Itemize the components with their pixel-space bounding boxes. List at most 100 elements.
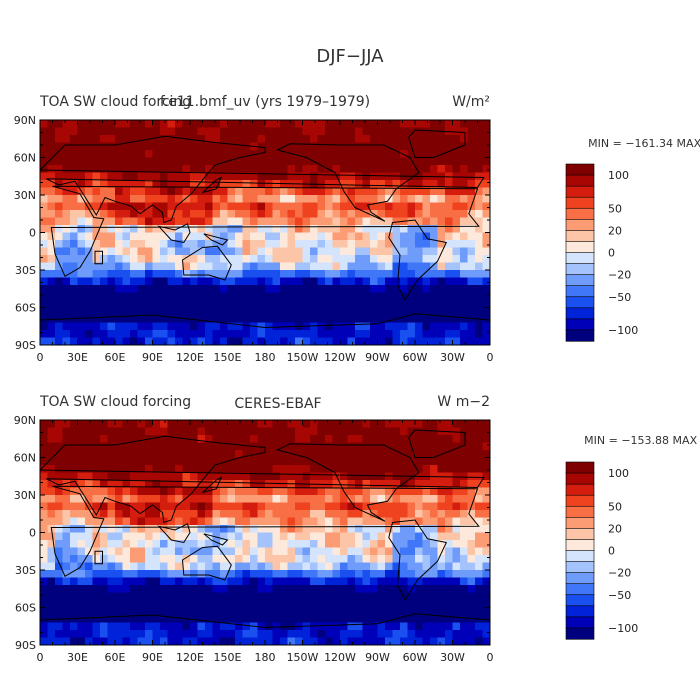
heatmap-cell [47, 165, 56, 173]
heatmap-cell [190, 547, 198, 556]
heatmap-cell [212, 555, 221, 563]
heatmap-cell [452, 495, 461, 503]
heatmap-cell [347, 487, 356, 496]
heatmap-cell [460, 532, 468, 541]
heatmap-cell [385, 150, 393, 158]
heatmap-cell [475, 442, 483, 451]
heatmap-cell [377, 195, 386, 203]
heatmap-cell [437, 307, 446, 316]
heatmap-cell [257, 622, 266, 631]
heatmap-cell [220, 150, 228, 158]
heatmap-cell [197, 307, 206, 316]
heatmap-cell [460, 202, 468, 211]
heatmap-cell [137, 247, 146, 256]
heatmap-cell [92, 165, 101, 173]
heatmap-cell [437, 330, 446, 338]
heatmap-cell [77, 472, 86, 481]
heatmap-cell [152, 592, 161, 601]
heatmap-cell [115, 495, 123, 503]
heatmap-cell [55, 120, 63, 128]
heatmap-cell [280, 262, 288, 271]
heatmap-cell [115, 420, 123, 428]
heatmap-cell [197, 315, 206, 323]
heatmap-cell [430, 195, 438, 203]
heatmap-cell [340, 562, 348, 571]
colorbar-swatch [565, 318, 595, 331]
heatmap-cell [437, 570, 446, 578]
heatmap-cell [137, 607, 146, 616]
heatmap-cell [415, 510, 423, 518]
heatmap-cell [130, 300, 138, 308]
heatmap-cell [272, 285, 281, 293]
heatmap-cell [130, 277, 138, 286]
heatmap-cell [400, 540, 408, 548]
heatmap-cell [122, 547, 131, 556]
heatmap-cell [40, 562, 48, 571]
heatmap-cell [47, 307, 56, 316]
heatmap-cell [467, 495, 476, 503]
heatmap-cell [242, 307, 251, 316]
heatmap-cell [205, 195, 213, 203]
heatmap-cell [302, 315, 311, 323]
heatmap-cell [422, 262, 431, 271]
heatmap-cell [295, 615, 303, 623]
heatmap-cell [130, 495, 138, 503]
heatmap-cell [55, 607, 63, 616]
heatmap-cell [407, 307, 416, 316]
heatmap-cell [137, 427, 146, 436]
heatmap-cell [160, 540, 168, 548]
heatmap-cell [415, 307, 423, 316]
heatmap-cell [212, 217, 221, 226]
heatmap-cell [445, 622, 453, 631]
heatmap-cell [227, 420, 236, 428]
colorbar-label: 0 [608, 247, 615, 260]
heatmap-cell [190, 300, 198, 308]
heatmap-cell [362, 165, 371, 173]
heatmap-cell [122, 585, 131, 593]
heatmap-cell [160, 240, 168, 248]
heatmap-cell [400, 277, 408, 286]
heatmap-cell [77, 165, 86, 173]
x-tick-label: 120W [324, 351, 356, 364]
heatmap-cell [122, 232, 131, 241]
heatmap-cell [175, 570, 183, 578]
heatmap-cell [482, 540, 490, 548]
heatmap-cell [152, 270, 161, 278]
heatmap-cell [302, 457, 311, 466]
heatmap-cell [385, 120, 393, 128]
heatmap-cell [77, 202, 86, 211]
heatmap-cell [122, 277, 131, 286]
heatmap-cell [85, 585, 93, 593]
coastline [50, 485, 480, 578]
heatmap-cell [220, 330, 228, 338]
heatmap-cell [437, 510, 446, 518]
heatmap-cell [130, 270, 138, 278]
heatmap-cell [85, 157, 93, 166]
heatmap-cell [332, 165, 341, 173]
heatmap-cell [295, 487, 303, 496]
heatmap-cell [422, 285, 431, 293]
heatmap-cell [310, 577, 318, 586]
heatmap-cell [55, 495, 63, 503]
heatmap-cell [340, 315, 348, 323]
heatmap-cell [317, 330, 326, 338]
heatmap-cell [55, 472, 63, 481]
heatmap-cell [175, 262, 183, 271]
heatmap-cell [152, 240, 161, 248]
heatmap-cell [242, 337, 251, 345]
heatmap-cell [445, 307, 453, 316]
heatmap-cell [130, 142, 138, 151]
heatmap-cell [175, 450, 183, 458]
heatmap-cell [250, 585, 258, 593]
heatmap-cell [257, 180, 266, 188]
heatmap-cell [77, 442, 86, 451]
heatmap-cell [302, 270, 311, 278]
heatmap-cell [205, 637, 213, 645]
heatmap-cell [227, 202, 236, 211]
heatmap-cell [145, 540, 153, 548]
heatmap-cell [197, 165, 206, 173]
coastline [40, 313, 490, 345]
heatmap-cell [280, 465, 288, 473]
heatmap-cell [257, 615, 266, 623]
heatmap-cell [257, 292, 266, 301]
